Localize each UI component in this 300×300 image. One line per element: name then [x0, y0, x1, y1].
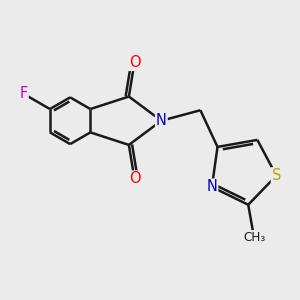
Text: N: N	[156, 113, 167, 128]
Text: O: O	[129, 171, 140, 186]
Text: S: S	[272, 168, 281, 183]
Text: N: N	[206, 179, 217, 194]
Text: CH₃: CH₃	[243, 231, 265, 244]
Text: O: O	[129, 55, 140, 70]
Text: F: F	[20, 86, 28, 101]
